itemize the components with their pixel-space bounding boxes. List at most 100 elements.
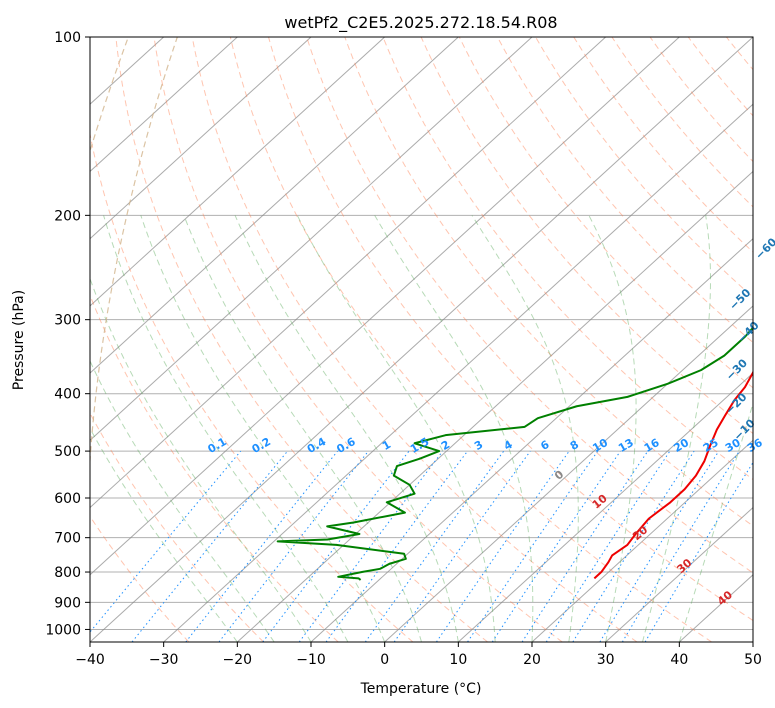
wet-bulb-label: 20 (630, 523, 650, 543)
isotherm-line (90, 37, 680, 576)
mixing-ratio-line (644, 461, 753, 642)
moist-adiabat-line (103, 215, 349, 642)
mixing-ratio-line (467, 450, 599, 642)
mixing-ratio-label: 0.2 (250, 435, 273, 456)
y-tick-label: 800 (54, 565, 81, 581)
background-lines (90, 37, 775, 642)
temperature-profile (593, 370, 753, 580)
isotherm-line (310, 237, 753, 642)
mixing-ratio-line (572, 450, 695, 642)
isotherm-line (90, 37, 238, 173)
plot-area: −100−90−80−70−60−50−40−30−20−100.10.20.4… (45, 30, 775, 668)
mixing-ratio-label: 16 (642, 436, 662, 455)
x-tick-label: −30 (149, 652, 179, 668)
chart-title: wetPf2_C2E5.2025.272.18.54.R08 (284, 13, 557, 33)
isotherm-line (90, 37, 312, 240)
moist-adiabat-line (90, 359, 275, 642)
mixing-ratio-line (521, 450, 649, 642)
mixing-ratio-line (491, 450, 621, 642)
dry-adiabat-line (496, 37, 753, 344)
x-tick-label: 10 (449, 652, 467, 668)
mixing-ratio-line (599, 450, 720, 642)
isotherm-line (531, 439, 753, 642)
moist-adiabat-line (471, 215, 579, 642)
isotherm-line (384, 305, 753, 642)
x-tick-label: 40 (670, 652, 688, 668)
dry-adiabat-line (153, 37, 563, 642)
dry-adiabat-line (535, 37, 753, 298)
mixing-ratio-line (393, 450, 531, 642)
y-tick-label: 100 (54, 30, 81, 46)
dry-adiabat-line (725, 37, 753, 71)
mixing-ratio-line (298, 450, 444, 642)
dewpoint-profile (276, 326, 753, 581)
y-axis-label: Pressure (hPa) (11, 290, 27, 390)
y-tick-label: 300 (54, 313, 81, 329)
mixing-ratio-line (436, 450, 570, 642)
mixing-ratio-line (185, 450, 338, 642)
moist-adiabat-line (234, 215, 459, 642)
x-tick-label: −20 (223, 652, 253, 668)
y-tick-label: 500 (54, 444, 81, 460)
dry-adiabat-line (90, 131, 414, 642)
y-tick-label: 600 (54, 491, 81, 507)
mixing-ratio-line (621, 450, 740, 642)
y-tick-label: 200 (54, 208, 81, 224)
mixing-ratio-label: 0.1 (205, 435, 228, 456)
moist-adiabat-line (90, 427, 238, 642)
dry-adiabat-line (90, 293, 339, 642)
wet-bulb-line (90, 37, 129, 154)
moist-adiabat-line (296, 215, 496, 642)
y-tick-label: 700 (54, 531, 81, 547)
mixing-ratio-line (90, 450, 242, 633)
isotherm-line (90, 37, 386, 307)
moist-adiabat-line (588, 215, 637, 642)
dry-adiabat-line (229, 37, 712, 642)
mixing-ratio-label: 1.5 (408, 435, 431, 456)
x-tick-label: 20 (523, 652, 541, 668)
isotherm-line (90, 37, 533, 442)
dry-adiabat-line (115, 37, 488, 642)
dry-adiabat-line (90, 515, 190, 642)
y-tick-label: 400 (54, 387, 81, 403)
mixing-ratio-line (262, 450, 410, 642)
moist-adiabat-line (678, 401, 753, 642)
isotherm-line (90, 37, 459, 374)
moist-adiabat-line (642, 215, 712, 642)
dry-adiabat-line (687, 37, 753, 117)
dry-adiabat-line (649, 37, 753, 163)
moist-adiabat-line (140, 215, 386, 642)
x-tick-label: −40 (75, 652, 105, 668)
mixing-ratio-label: 0.4 (305, 435, 329, 456)
tick-layer: −40 −30 −20 −10 0 10 20 30 40 5010020030040050060… (45, 30, 762, 668)
mixing-ratio-label: 36 (745, 436, 765, 455)
dry-adiabat-line (765, 37, 775, 642)
mixing-ratio-line (545, 450, 671, 642)
mixing-ratio-label: 25 (701, 436, 721, 455)
profile-layer (276, 326, 753, 581)
wet-bulb-label: 30 (674, 556, 694, 576)
y-tick-label: 900 (54, 595, 81, 611)
isotherm-label: −20 (723, 390, 750, 417)
x-tick-label: 0 (380, 652, 389, 668)
dry-adiabat-line (611, 37, 753, 208)
dry-adiabat-line (420, 37, 753, 435)
isotherm-line (90, 37, 753, 642)
isotherm-line (236, 170, 753, 642)
x-axis-label: Temperature (°C) (360, 681, 482, 697)
x-tick-label: −10 (296, 652, 326, 668)
moist-adiabat-line (374, 215, 534, 642)
dry-adiabat-line (90, 412, 264, 642)
dry-adiabat-line (268, 37, 753, 622)
isotherm-line (605, 506, 753, 642)
y-tick-label: 1000 (45, 622, 81, 638)
wet-bulb-line (90, 37, 178, 642)
dry-adiabat-line (191, 37, 638, 642)
wet-bulb-label: 40 (715, 588, 735, 608)
mixing-ratio-label: 13 (616, 436, 636, 455)
isotherm-line (752, 641, 753, 642)
plot-frame (89, 36, 754, 643)
moist-adiabat-line (90, 277, 312, 642)
mixing-ratio-line (364, 450, 505, 642)
